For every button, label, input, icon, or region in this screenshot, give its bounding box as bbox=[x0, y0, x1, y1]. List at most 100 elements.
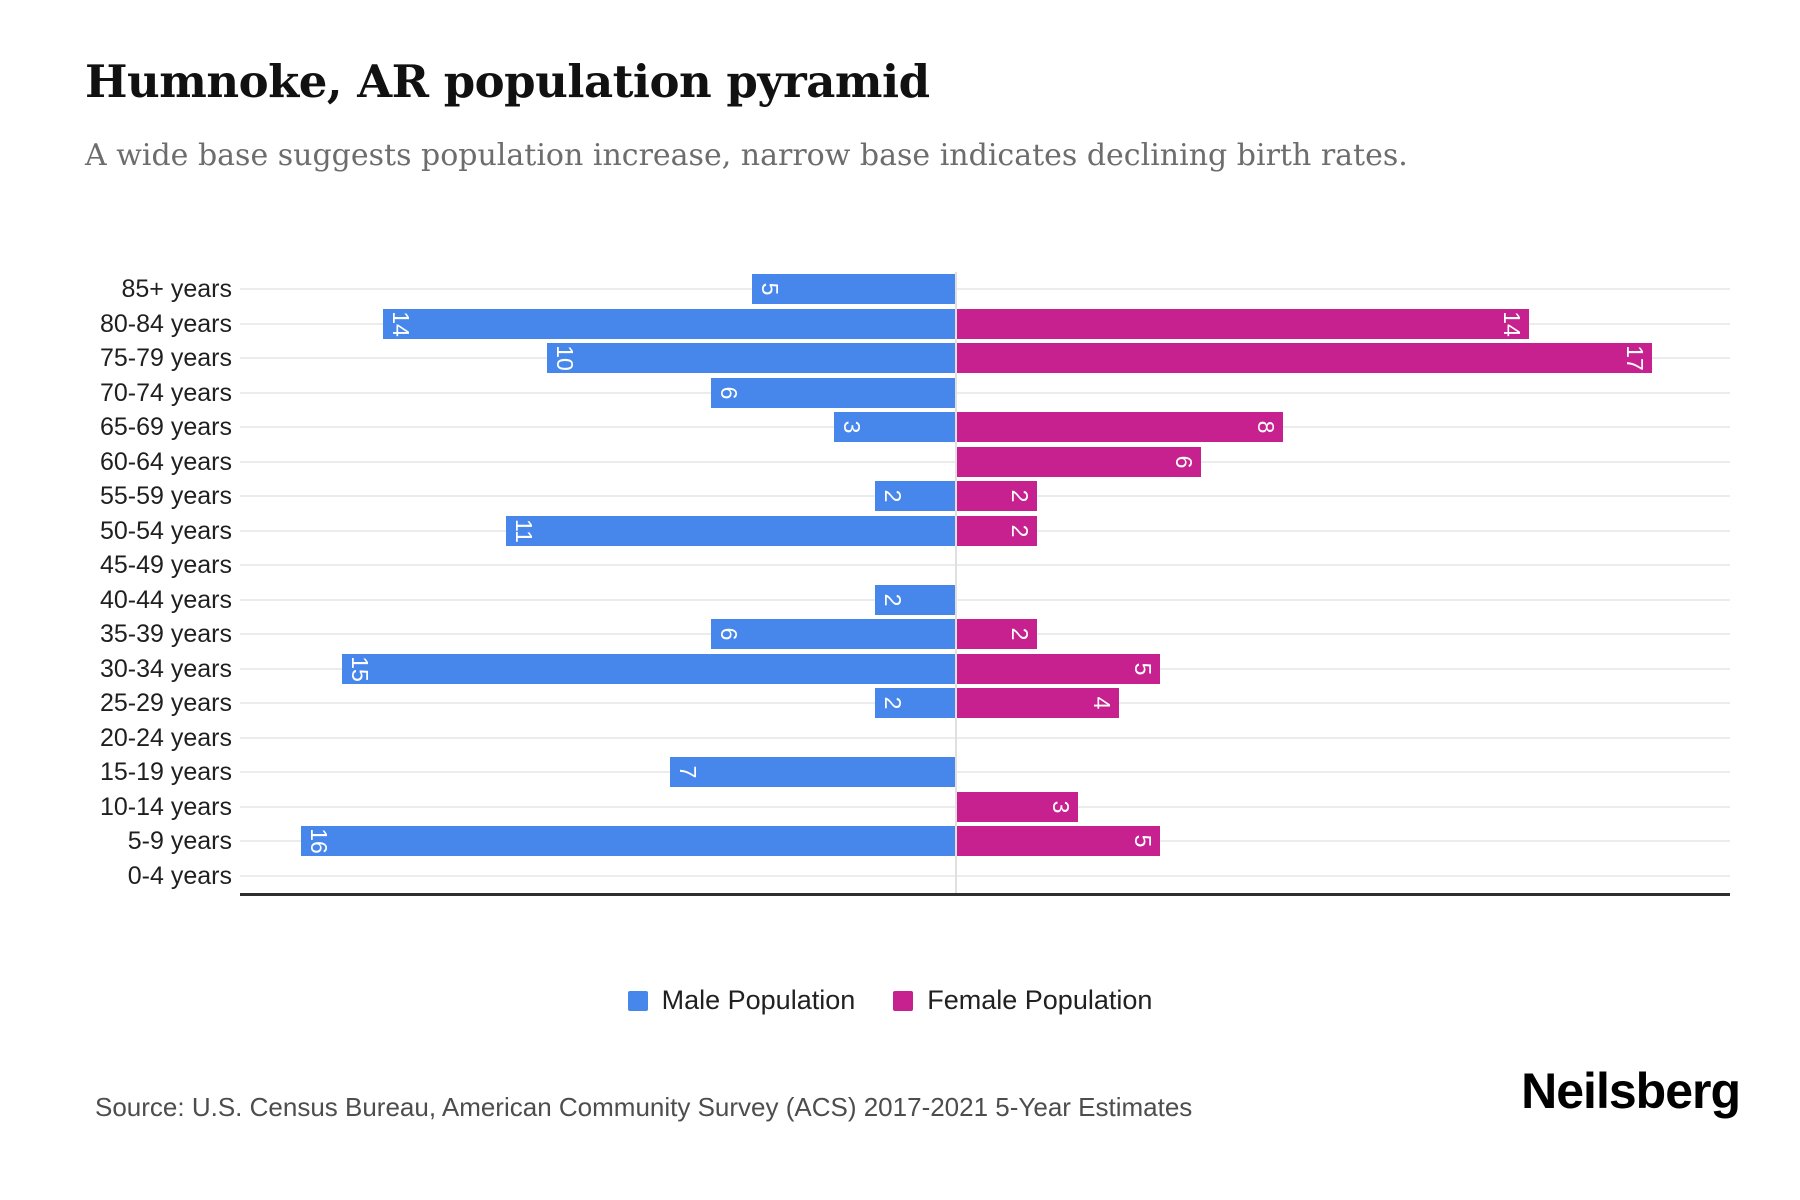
legend-item-female: Female Population bbox=[893, 985, 1152, 1016]
gridline bbox=[240, 564, 1730, 566]
male-bar-25-29-years[interactable]: 2 bbox=[875, 688, 955, 718]
age-group-label-30-34-years: 30-34 years bbox=[99, 654, 232, 683]
male-bar-value: 10 bbox=[552, 345, 578, 371]
female-bar-value: 6 bbox=[1171, 455, 1197, 468]
gridline bbox=[240, 736, 1730, 739]
female-bar-value: 2 bbox=[1007, 489, 1033, 503]
male-bar-75-79-years[interactable]: 10 bbox=[547, 343, 955, 373]
female-bar-value: 5 bbox=[1130, 662, 1156, 675]
female-bar-75-79-years[interactable]: 17 bbox=[957, 343, 1652, 373]
female-bar-value: 5 bbox=[1130, 834, 1156, 848]
age-row-55-59-years: 55-59 years 2 2 bbox=[70, 479, 1750, 514]
male-bar-85-years[interactable]: 5 bbox=[752, 274, 955, 304]
age-group-label-25-29-years: 25-29 years bbox=[99, 689, 232, 717]
age-group-label-60-64-years: 60-64 years bbox=[99, 447, 232, 476]
page-subtitle: A wide base suggests population increase… bbox=[85, 138, 1408, 173]
female-bar-60-64-years[interactable]: 6 bbox=[957, 446, 1201, 477]
age-group-label-85-years: 85+ years bbox=[121, 275, 233, 303]
male-bar-65-69-years[interactable]: 3 bbox=[834, 412, 955, 442]
male-bar-value: 3 bbox=[839, 420, 865, 434]
age-row-65-69-years: 65-69 years 3 8 bbox=[70, 410, 1750, 445]
male-bar-70-74-years[interactable]: 6 bbox=[711, 377, 955, 408]
male-bar-55-59-years[interactable]: 2 bbox=[875, 481, 955, 511]
female-legend-label: Female Population bbox=[927, 985, 1153, 1015]
age-row-30-34-years: 30-34 years 15 5 bbox=[70, 652, 1750, 687]
female-bar-value: 3 bbox=[1048, 800, 1074, 813]
female-bar-30-34-years[interactable]: 5 bbox=[957, 653, 1160, 684]
age-group-label-35-39-years: 35-39 years bbox=[99, 620, 232, 648]
female-bar-35-39-years[interactable]: 2 bbox=[957, 619, 1037, 649]
page-title: Humnoke, AR population pyramid bbox=[85, 55, 930, 108]
age-row-10-14-years: 10-14 years 3 bbox=[70, 790, 1750, 825]
female-bar-80-84-years[interactable]: 14 bbox=[957, 308, 1529, 339]
male-bar-value: 16 bbox=[306, 828, 332, 854]
gridline bbox=[240, 598, 1730, 601]
male-legend-label: Male Population bbox=[661, 985, 856, 1015]
male-bar-value: 6 bbox=[716, 386, 742, 399]
age-row-25-29-years: 25-29 years 2 4 bbox=[70, 686, 1750, 721]
age-group-label-20-24-years: 20-24 years bbox=[99, 723, 232, 752]
gridline bbox=[240, 771, 1730, 773]
age-row-40-44-years: 40-44 years 2 bbox=[70, 583, 1750, 618]
male-bar-value: 14 bbox=[388, 310, 414, 337]
female-bar-65-69-years[interactable]: 8 bbox=[957, 412, 1283, 442]
male-bar-value: 5 bbox=[757, 282, 783, 296]
x-axis-line bbox=[240, 893, 1730, 896]
female-bar-value: 4 bbox=[1089, 696, 1115, 710]
age-group-label-5-9-years: 5-9 years bbox=[127, 827, 232, 855]
age-group-label-80-84-years: 80-84 years bbox=[99, 309, 232, 338]
brand-logo: Neilsberg bbox=[1521, 1063, 1741, 1119]
age-row-50-54-years: 50-54 years 11 2 bbox=[70, 514, 1750, 549]
age-group-label-10-14-years: 10-14 years bbox=[99, 792, 232, 821]
age-row-70-74-years: 70-74 years 6 bbox=[70, 376, 1750, 411]
female-bar-10-14-years[interactable]: 3 bbox=[957, 791, 1078, 822]
male-bar-50-54-years[interactable]: 11 bbox=[506, 515, 955, 546]
male-bar-5-9-years[interactable]: 16 bbox=[301, 826, 955, 856]
age-row-20-24-years: 20-24 years bbox=[70, 721, 1750, 756]
age-row-85-years: 85+ years 5 bbox=[70, 272, 1750, 307]
female-bar-value: 2 bbox=[1007, 524, 1033, 537]
age-group-label-45-49-years: 45-49 years bbox=[99, 551, 232, 579]
female-bar-value: 14 bbox=[1499, 310, 1525, 337]
male-bar-value: 2 bbox=[880, 696, 906, 710]
male-bar-80-84-years[interactable]: 14 bbox=[383, 308, 955, 339]
age-row-45-49-years: 45-49 years bbox=[70, 548, 1750, 583]
age-row-0-4-years: 0-4 years bbox=[70, 859, 1750, 894]
male-bar-15-19-years[interactable]: 7 bbox=[670, 757, 955, 787]
population-pyramid-chart: 85+ years 5 80-84 years 14 14 75-79 years 10 17… bbox=[70, 272, 1750, 912]
male-bar-value: 2 bbox=[880, 489, 906, 503]
age-row-60-64-years: 60-64 years 6 bbox=[70, 445, 1750, 480]
gridline bbox=[240, 391, 1730, 394]
female-bar-25-29-years[interactable]: 4 bbox=[957, 688, 1119, 718]
age-row-75-79-years: 75-79 years 10 17 bbox=[70, 341, 1750, 376]
zero-axis-line bbox=[955, 272, 957, 893]
age-group-label-40-44-years: 40-44 years bbox=[99, 585, 232, 614]
age-group-label-15-19-years: 15-19 years bbox=[99, 758, 232, 786]
age-group-label-70-74-years: 70-74 years bbox=[99, 378, 232, 407]
age-group-label-50-54-years: 50-54 years bbox=[99, 516, 232, 545]
male-bar-value: 6 bbox=[716, 627, 742, 641]
source-attribution: Source: U.S. Census Bureau, American Com… bbox=[95, 1092, 1193, 1122]
age-group-label-75-79-years: 75-79 years bbox=[99, 344, 232, 372]
age-group-label-55-59-years: 55-59 years bbox=[99, 482, 232, 510]
female-bar-55-59-years[interactable]: 2 bbox=[957, 481, 1037, 511]
male-bar-40-44-years[interactable]: 2 bbox=[875, 584, 955, 615]
gridline bbox=[240, 874, 1730, 877]
male-bar-35-39-years[interactable]: 6 bbox=[711, 619, 955, 649]
male-bar-value: 15 bbox=[347, 655, 373, 682]
female-series-swatch-icon bbox=[893, 990, 914, 1011]
male-bar-30-34-years[interactable]: 15 bbox=[342, 653, 955, 684]
age-group-label-0-4-years: 0-4 years bbox=[127, 861, 232, 890]
female-bar-value: 8 bbox=[1253, 420, 1279, 434]
legend-item-male: Male Population bbox=[627, 985, 856, 1016]
female-bar-5-9-years[interactable]: 5 bbox=[957, 826, 1160, 856]
female-bar-value: 17 bbox=[1622, 345, 1648, 371]
age-row-80-84-years: 80-84 years 14 14 bbox=[70, 307, 1750, 342]
age-row-5-9-years: 5-9 years 16 5 bbox=[70, 824, 1750, 859]
male-bar-value: 11 bbox=[511, 518, 537, 543]
age-group-label-65-69-years: 65-69 years bbox=[99, 413, 232, 441]
female-bar-50-54-years[interactable]: 2 bbox=[957, 515, 1037, 546]
male-bar-value: 2 bbox=[880, 593, 906, 606]
male-bar-value: 7 bbox=[675, 765, 701, 779]
gridline bbox=[240, 288, 1730, 290]
